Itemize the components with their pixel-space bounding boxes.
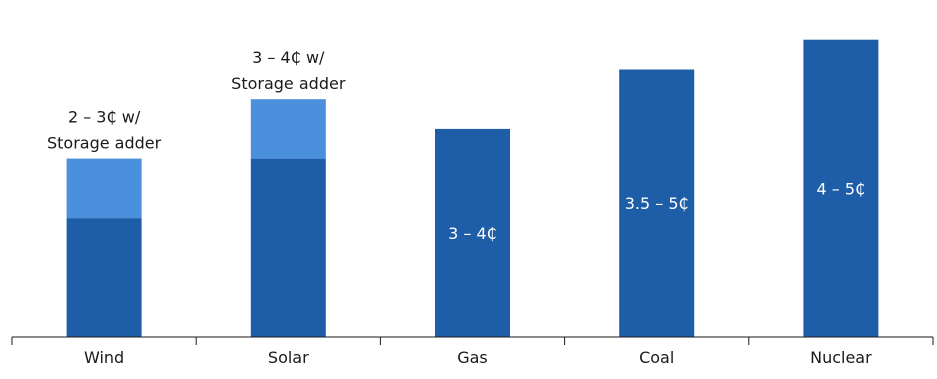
bar-wind-segment-2	[66, 158, 142, 219]
bars-layer	[66, 39, 879, 337]
bar-gas-segment-1	[435, 128, 510, 337]
x-axis: Wind Solar Gas Coal Nuclear	[11, 336, 934, 367]
bar-solar-segment-1	[250, 158, 326, 337]
bar-wind-segment-1	[66, 218, 142, 337]
labels-layer: 2 – 3₵ w/Storage adder 3 – 4₵ w/Storage a…	[47, 48, 865, 243]
x-tick-label-wind: Wind	[84, 348, 124, 367]
x-tick-label-nuclear: Nuclear	[810, 348, 872, 367]
data-label-wind: 2 – 3₵ w/Storage adder	[47, 108, 162, 153]
data-label-coal: 3.5 – 5₵	[625, 194, 689, 213]
x-tick-label-solar: Solar	[268, 348, 309, 367]
data-label-solar: 3 – 4₵ w/Storage adder	[231, 48, 346, 93]
x-tick-label-gas: Gas	[457, 348, 488, 367]
bar-coal-segment-1	[619, 69, 695, 337]
bar-solar-segment-2	[250, 99, 326, 159]
bar-nuclear-segment-1	[803, 39, 879, 337]
data-label-gas: 3 – 4₵	[448, 224, 497, 243]
data-label-nuclear: 4 – 5₵	[817, 179, 866, 198]
x-tick-label-coal: Coal	[639, 348, 674, 367]
